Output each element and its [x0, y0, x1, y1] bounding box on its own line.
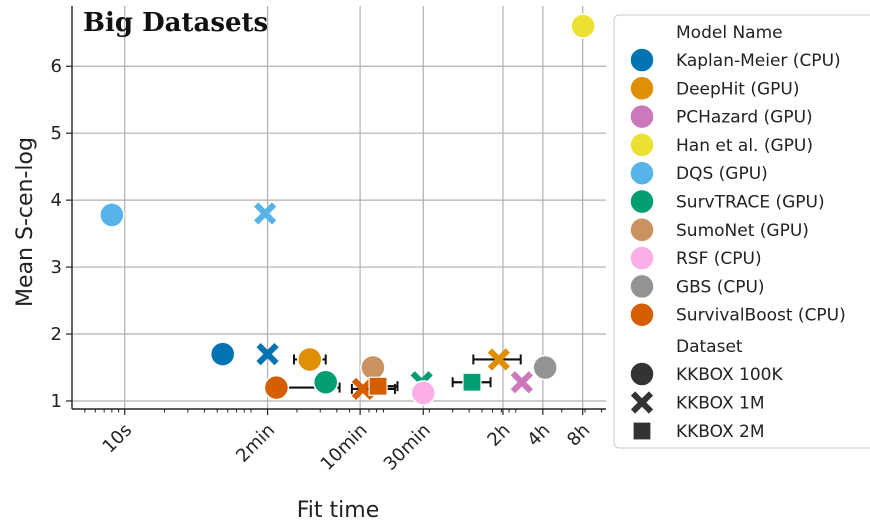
legend: Model Name Dataset Kaplan-Meier (CPU) Dee…: [613, 14, 870, 449]
axes-layer: 1 2 3 4 5 6 10s 2min 10min 30min 2h 4h 8h: [51, 6, 606, 475]
data-point: [312, 369, 339, 395]
marks-layer: [99, 13, 596, 406]
y-tick-label: 2: [51, 324, 62, 345]
legend-label: Han et al. (GPU): [676, 136, 813, 156]
legend-label: KKBOX 2M: [676, 422, 765, 442]
legend-label: KKBOX 1M: [676, 394, 765, 414]
legend-marker: [629, 160, 655, 186]
data-point: [532, 354, 558, 381]
legend-marker: [629, 301, 655, 328]
legend-marker: [629, 273, 655, 300]
data-point: [256, 342, 279, 366]
grid-layer: [72, 6, 606, 409]
legend-marker: [629, 361, 655, 387]
y-tick-label: 1: [51, 391, 62, 412]
x-tick-label: 2min: [232, 420, 279, 467]
data-point: [410, 380, 437, 406]
legend-marker: [629, 132, 655, 158]
data-point: [487, 348, 510, 371]
legend-marker: [629, 103, 655, 130]
data-point: [297, 346, 323, 373]
data-point: [368, 376, 388, 396]
y-tick-label: 3: [51, 257, 62, 278]
y-tick-label: 4: [51, 190, 62, 211]
legend-title-model: Model Name: [676, 23, 783, 43]
data-point: [462, 372, 482, 392]
x-tick-label: 8h: [563, 420, 594, 451]
y-axis-label: Mean S-cen-log: [13, 137, 38, 307]
data-point: [99, 202, 125, 228]
legend-label: SurvivalBoost (CPU): [676, 306, 846, 326]
data-point: [209, 341, 236, 367]
legend-label: DeepHit (GPU): [676, 79, 800, 99]
legend-marker: [629, 47, 655, 73]
legend-marker: [629, 75, 655, 102]
data-point: [510, 371, 533, 394]
legend-label: DQS (GPU): [676, 164, 768, 184]
legend-label: KKBOX 100K: [676, 365, 783, 385]
chart-title: Big Datasets: [83, 8, 268, 38]
legend-label: SurvTRACE (GPU): [676, 193, 825, 213]
legend-label: PCHazard (GPU): [676, 108, 813, 128]
legend-marker: [630, 391, 654, 414]
legend-label: SumoNet (GPU): [676, 221, 809, 241]
data-point: [570, 13, 596, 39]
legend-marker: [629, 188, 655, 215]
data-point: [360, 354, 386, 381]
legend-title-dataset: Dataset: [676, 337, 743, 357]
data-point: [263, 374, 290, 401]
legend-marker: [629, 217, 655, 243]
legend-label: Kaplan-Meier (CPU): [676, 51, 841, 71]
legend-label: RSF (CPU): [676, 249, 762, 269]
y-tick-label: 5: [51, 123, 62, 144]
legend-marker: [632, 421, 652, 441]
x-tick-label: 10min: [317, 420, 372, 475]
legend-marker: [629, 245, 655, 271]
x-tick-label: 4h: [523, 420, 554, 451]
y-tick-label: 6: [51, 56, 62, 77]
data-point: [253, 202, 277, 225]
x-tick-label: 30min: [380, 420, 435, 475]
x-tick-label: 2h: [483, 420, 514, 451]
legend-frame: [613, 14, 870, 449]
legend-label: GBS (CPU): [676, 277, 765, 297]
x-tick-label: 10s: [99, 420, 137, 458]
x-axis-label: Fit time: [297, 498, 380, 523]
